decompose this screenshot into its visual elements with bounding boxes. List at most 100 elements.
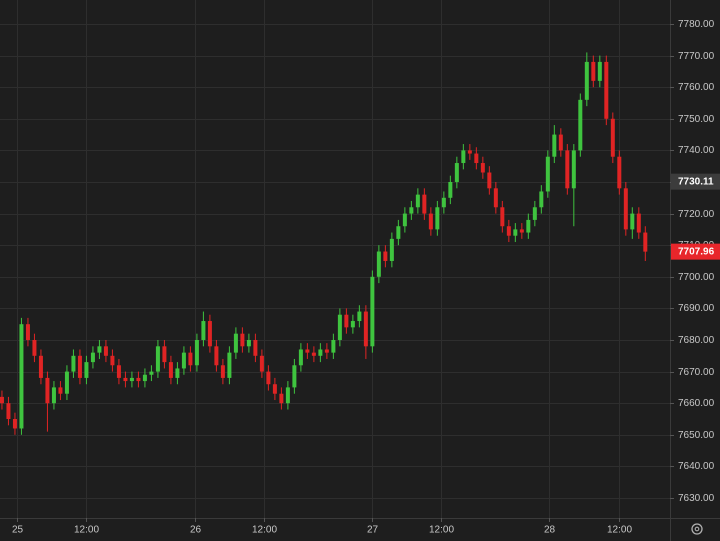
candle-body — [181, 352, 186, 369]
candle-body — [409, 207, 414, 214]
candle-body — [233, 333, 238, 353]
y-tick-label: 7720.00 — [678, 209, 715, 220]
candle-body — [201, 321, 206, 340]
grid — [0, 0, 670, 518]
candle-body — [578, 99, 583, 151]
candle-body — [149, 371, 154, 375]
candle-body — [71, 355, 76, 372]
y-tick-label: 7650.00 — [678, 430, 715, 441]
candle-body — [474, 153, 479, 164]
candle-body — [454, 163, 459, 182]
candle-body — [64, 371, 69, 394]
candle-body — [584, 61, 589, 100]
candle-body — [194, 339, 199, 366]
candle-body — [363, 311, 368, 347]
candle-body — [591, 61, 596, 81]
candle-body — [272, 384, 277, 394]
candle-body — [643, 232, 648, 252]
candle-body — [610, 118, 615, 157]
candle-body — [552, 134, 557, 157]
candle-body — [344, 314, 349, 328]
candle-body — [500, 207, 505, 227]
candle-body — [545, 156, 550, 192]
candle-body — [220, 365, 225, 378]
candle-body — [383, 251, 388, 261]
candle-body — [188, 352, 193, 366]
y-tick-label: 7760.00 — [678, 82, 715, 93]
candle-body — [435, 207, 440, 230]
candle-body — [337, 314, 342, 340]
x-tick-label: 28 — [544, 525, 556, 536]
candle-body — [558, 134, 563, 151]
candle-body — [396, 226, 401, 239]
candle-body — [285, 387, 290, 404]
price-marker-label: 7707.96 — [678, 246, 715, 257]
candle-body — [305, 349, 310, 353]
candle-body — [25, 324, 30, 340]
candle-body — [636, 213, 641, 233]
candle-body — [155, 346, 160, 372]
y-tick-label: 7680.00 — [678, 335, 715, 346]
candle-body — [227, 352, 232, 378]
candle-body — [480, 163, 485, 173]
candle-body — [266, 371, 271, 385]
candle-body — [279, 393, 284, 404]
y-tick-label: 7670.00 — [678, 367, 715, 378]
candle-body — [58, 387, 63, 394]
x-tick-label: 12:00 — [429, 525, 454, 536]
candle-body — [467, 150, 472, 154]
candle-body — [116, 365, 121, 378]
x-tick-label: 12:00 — [607, 525, 632, 536]
candle-body — [532, 207, 537, 220]
candle-body — [6, 403, 11, 419]
candle-body — [259, 355, 264, 372]
candle-body — [97, 346, 102, 353]
x-tick-label: 12:00 — [252, 525, 277, 536]
candle-body — [461, 150, 466, 164]
y-tick-label: 7640.00 — [678, 461, 715, 472]
candle-body — [129, 377, 134, 382]
y-tick-label: 7740.00 — [678, 145, 715, 156]
y-tick-label: 7660.00 — [678, 398, 715, 409]
candle-body — [448, 181, 453, 198]
candle-body — [519, 229, 524, 233]
x-tick-label: 25 — [12, 525, 24, 536]
candle-body — [350, 321, 355, 328]
candle-body — [415, 194, 420, 208]
candle-body — [214, 346, 219, 366]
candle-body — [123, 377, 128, 382]
candle-body — [12, 418, 17, 429]
settings-button[interactable] — [691, 523, 703, 535]
candle-body — [110, 355, 115, 366]
candle-body — [623, 188, 628, 230]
candle-body — [324, 349, 329, 353]
candles — [0, 52, 648, 435]
candle-body — [571, 150, 576, 189]
candle-body — [604, 61, 609, 119]
candle-body — [253, 339, 258, 356]
candle-body — [630, 213, 635, 230]
candle-body — [441, 197, 446, 208]
candle-body — [0, 396, 4, 404]
candle-body — [90, 352, 95, 363]
candle-body — [38, 355, 43, 378]
candle-body — [513, 229, 518, 236]
x-tick-label: 12:00 — [74, 525, 99, 536]
price-marker — [671, 243, 720, 260]
candle-body — [318, 349, 323, 356]
candle-body — [103, 346, 108, 356]
candle-body — [389, 238, 394, 261]
candle-body — [240, 333, 245, 347]
candle-body — [597, 61, 602, 81]
candle-body — [565, 150, 570, 189]
candle-body — [45, 377, 50, 404]
candle-body — [539, 191, 544, 208]
candle-body — [51, 387, 56, 404]
candle-body — [175, 368, 180, 378]
candle-body — [487, 172, 492, 189]
candle-body — [207, 321, 212, 347]
candle-body — [298, 349, 303, 366]
